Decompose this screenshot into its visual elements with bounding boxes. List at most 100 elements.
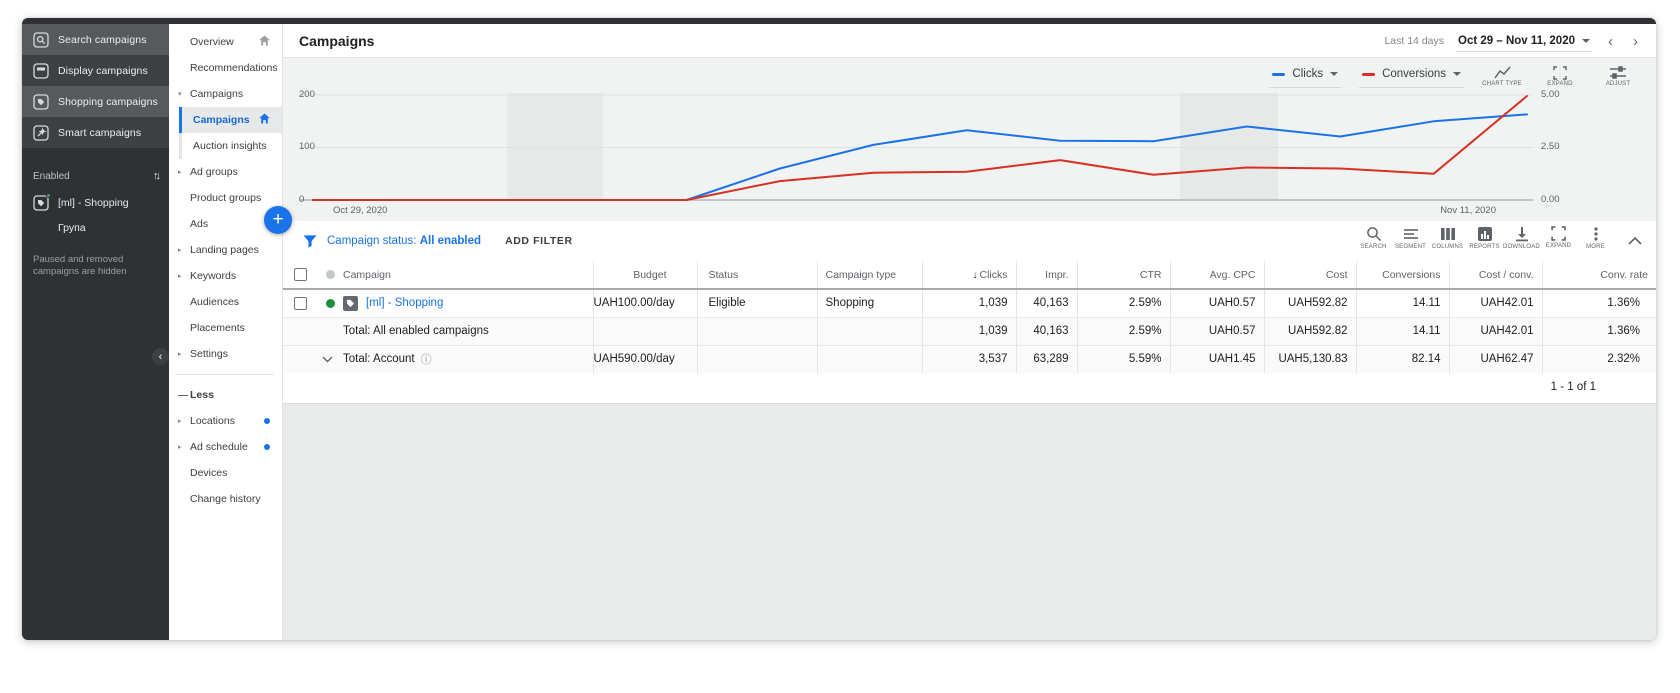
sidebar-item-search-campaigns[interactable]: Search campaigns xyxy=(22,24,169,55)
time-series-chart[interactable] xyxy=(299,91,1533,211)
table-toolbar: SEARCH SEGMENT COLUMNS REPORTS DOWNLOAD xyxy=(1355,226,1642,250)
campaign-tag-icon xyxy=(33,193,51,211)
nav-item-auction-insights[interactable]: Auction insights xyxy=(179,133,282,159)
impressions-cell: 63,289 xyxy=(1015,345,1077,374)
date-range-value: Oct 29 – Nov 11, 2020 xyxy=(1458,34,1575,47)
nav-item-recommendations[interactable]: Recommendations xyxy=(190,62,278,74)
chart-adjust-button[interactable]: ADJUST xyxy=(1598,64,1638,87)
app-window: Search campaigns Display campaigns Shopp… xyxy=(22,18,1656,640)
page-navigation: Overview Recommendations ▾ Campaigns Cam… xyxy=(169,24,283,640)
expand-row-button[interactable] xyxy=(283,356,343,363)
sort-campaigns-icon[interactable]: ↑↓ xyxy=(153,170,161,182)
filter-bar: Campaign status: All enabled ADD FILTER xyxy=(303,221,573,261)
enabled-status-dot xyxy=(325,298,335,308)
previous-period-button[interactable]: ‹ xyxy=(1608,32,1613,50)
right-axis-tick: 0.00 xyxy=(1541,194,1560,205)
date-range-bar: Last 14 days Oct 29 – Nov 11, 2020 ‹ › xyxy=(1384,24,1642,58)
row-checkbox[interactable] xyxy=(293,296,307,310)
nav-item-campaigns[interactable]: Campaigns xyxy=(179,107,282,133)
notification-dot xyxy=(264,418,270,424)
sidebar-campaign-item[interactable]: [ml] - Shopping xyxy=(22,190,169,216)
nav-item-keywords[interactable]: ▸ Keywords xyxy=(178,270,237,282)
sidebar-item-label: Display campaigns xyxy=(58,64,148,77)
nav-item-change-history[interactable]: Change history xyxy=(190,493,261,505)
nav-item-devices[interactable]: Devices xyxy=(190,467,228,479)
chart-type-button[interactable]: CHART TYPE xyxy=(1482,64,1522,87)
next-period-button[interactable]: › xyxy=(1633,32,1638,50)
column-campaign-type[interactable]: Campaign type xyxy=(816,261,922,290)
collapse-nav-button[interactable]: ‹ xyxy=(152,348,169,365)
avg-cpc-cell: UAH1.45 xyxy=(1169,345,1264,374)
reports-button[interactable]: REPORTS xyxy=(1466,226,1503,250)
nav-item-less[interactable]: — Less xyxy=(178,389,214,401)
column-campaign[interactable]: Campaign xyxy=(343,261,593,290)
sidebar-item-label: Smart campaigns xyxy=(58,126,142,139)
weekend-band xyxy=(507,93,603,200)
nav-divider xyxy=(175,374,274,375)
add-filter-button[interactable]: ADD FILTER xyxy=(505,235,573,247)
column-ctr[interactable]: CTR xyxy=(1076,261,1170,290)
enabled-label: Enabled xyxy=(33,170,70,182)
status-dot-header[interactable] xyxy=(325,270,335,279)
nav-item-placements[interactable]: Placements xyxy=(190,322,245,334)
clicks-cell: 1,039 xyxy=(921,289,1016,318)
expand-button[interactable]: EXPAND xyxy=(1540,226,1577,249)
columns-button[interactable]: COLUMNS xyxy=(1429,226,1466,250)
date-range-selector[interactable]: Oct 29 – Nov 11, 2020 xyxy=(1456,31,1592,52)
column-impressions[interactable]: Impr. xyxy=(1015,261,1077,290)
table-row[interactable]: [ml] - Shopping UAH100.00/day Eligible S… xyxy=(283,289,1656,318)
budget-cell[interactable]: UAH100.00/day xyxy=(592,289,697,318)
metric-selector-clicks[interactable]: Clicks xyxy=(1269,64,1342,88)
nav-item-ad-groups[interactable]: ▸ Ad groups xyxy=(178,166,238,178)
select-all-checkbox[interactable] xyxy=(293,268,307,281)
add-campaign-button[interactable]: + xyxy=(264,206,292,234)
chevron-down-icon xyxy=(1453,72,1461,76)
home-icon xyxy=(259,35,270,49)
campaign-link[interactable]: [ml] - Shopping xyxy=(366,297,444,310)
column-clicks[interactable]: ↓ Clicks xyxy=(921,261,1016,290)
column-conversions[interactable]: Conversions xyxy=(1355,261,1449,290)
nav-item-overview[interactable]: Overview xyxy=(169,29,282,55)
info-icon[interactable]: ⓘ xyxy=(420,354,432,366)
nav-item-locations[interactable]: ▸ Locations xyxy=(169,408,282,434)
column-cost[interactable]: Cost xyxy=(1263,261,1356,290)
total-enabled-row: Total: All enabled campaigns 1,039 40,16… xyxy=(283,317,1656,346)
left-axis-tick: 100 xyxy=(299,141,315,152)
main-content: Campaigns Last 14 days Oct 29 – Nov 11, … xyxy=(283,24,1656,640)
nav-group-campaigns[interactable]: ▾ Campaigns xyxy=(178,88,244,100)
nav-item-ads[interactable]: Ads xyxy=(190,218,209,230)
campaigns-table: Campaign Budget Status Campaign type ↓ Cl… xyxy=(283,261,1656,374)
sidebar-item-display-campaigns[interactable]: Display campaigns xyxy=(22,55,169,86)
collapse-table-button[interactable] xyxy=(1628,232,1642,250)
column-cost-per-conv[interactable]: Cost / conv. xyxy=(1448,261,1542,290)
nav-item-product-groups[interactable]: Product groups xyxy=(190,192,262,204)
status-cell: Eligible xyxy=(696,289,817,318)
column-status[interactable]: Status xyxy=(696,261,817,290)
more-button[interactable]: MORE xyxy=(1577,226,1614,250)
nav-item-landing-pages[interactable]: ▸ Landing pages xyxy=(178,244,259,256)
display-campaigns-icon xyxy=(33,62,49,79)
pagination-row: 1 - 1 of 1 xyxy=(283,373,1656,403)
search-icon xyxy=(1366,227,1381,242)
column-budget[interactable]: Budget xyxy=(592,261,697,290)
sidebar-group-item[interactable]: Група xyxy=(22,216,169,240)
campaign-status-filter[interactable]: Campaign status: All enabled xyxy=(327,235,482,247)
right-axis-tick: 2.50 xyxy=(1541,141,1560,152)
conversions-cell: 82.14 xyxy=(1355,345,1449,374)
impressions-cell: 40,163 xyxy=(1015,317,1077,346)
column-avg-cpc[interactable]: Avg. CPC xyxy=(1169,261,1264,290)
search-button[interactable]: SEARCH xyxy=(1355,226,1392,250)
sidebar-item-smart-campaigns[interactable]: Smart campaigns xyxy=(22,117,169,148)
segment-button[interactable]: SEGMENT xyxy=(1392,226,1429,250)
chart-expand-button[interactable]: EXPAND xyxy=(1540,64,1580,87)
nav-item-settings[interactable]: ▸ Settings xyxy=(178,348,228,360)
table-header-row: Campaign Budget Status Campaign type ↓ Cl… xyxy=(283,261,1656,290)
column-conv-rate[interactable]: Conv. rate xyxy=(1541,261,1656,290)
total-label: Total: All enabled campaigns xyxy=(343,325,489,337)
download-button[interactable]: DOWNLOAD xyxy=(1503,226,1540,250)
nav-item-audiences[interactable]: Audiences xyxy=(190,296,240,308)
nav-item-ad-schedule[interactable]: ▸ Ad schedule xyxy=(169,434,282,460)
sidebar-item-shopping-campaigns[interactable]: Shopping campaigns xyxy=(22,86,169,117)
ctr-cell: 2.59% xyxy=(1076,317,1170,346)
metric-selector-conversions[interactable]: Conversions xyxy=(1359,64,1464,88)
